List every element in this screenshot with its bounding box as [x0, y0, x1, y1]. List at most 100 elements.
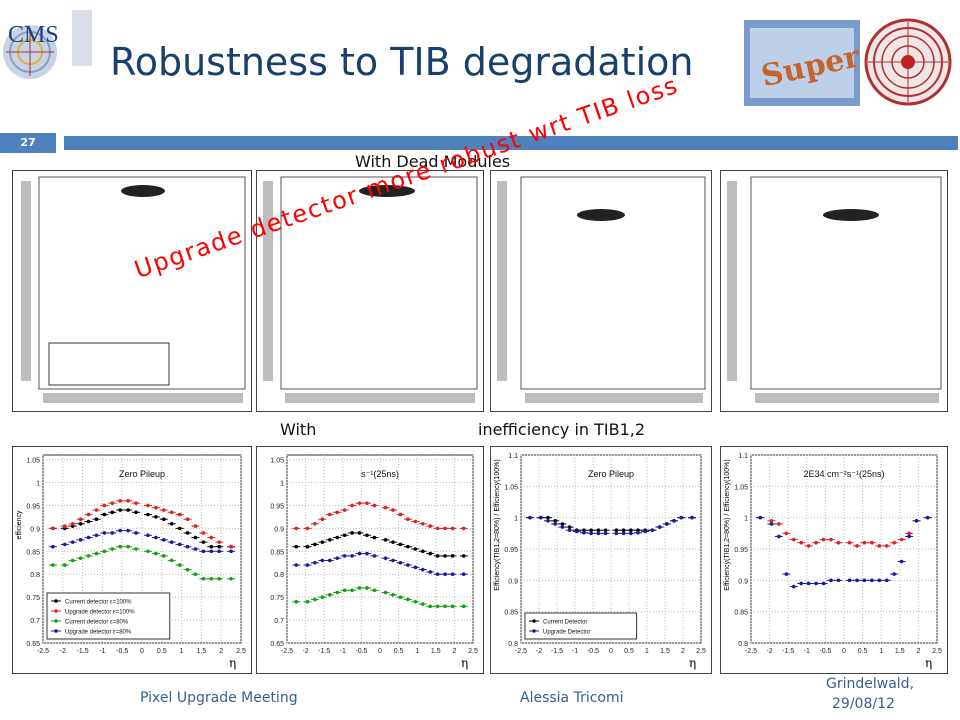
- data-point: [435, 526, 440, 531]
- data-point: [209, 577, 214, 581]
- data-point: [821, 537, 826, 542]
- data-point: [629, 528, 633, 532]
- x-tick-label: 0: [842, 648, 846, 655]
- data-point: [614, 531, 619, 536]
- y-tick-label: 0.7: [30, 618, 40, 625]
- data-point: [443, 526, 447, 531]
- y-tick-label: 1: [744, 516, 748, 523]
- legend-entry: Current Detector: [543, 620, 587, 626]
- data-point: [313, 521, 317, 526]
- legend-entry: Upgrade detector ε=100%: [65, 610, 135, 616]
- data-point: [821, 581, 826, 586]
- legend-marker-dot: [54, 619, 58, 623]
- data-point: [643, 529, 647, 534]
- x-tick-label: -0.5: [819, 648, 831, 655]
- data-point: [560, 522, 565, 526]
- top-plot-3: [490, 170, 712, 412]
- data-point: [126, 499, 130, 503]
- data-point: [154, 551, 158, 556]
- x-tick-label: -1.5: [77, 648, 89, 655]
- data-point: [435, 572, 440, 577]
- data-point: [806, 581, 811, 586]
- x-tick-label: -1: [804, 648, 810, 655]
- legend-marker-dot: [54, 609, 58, 613]
- data-point: [169, 540, 174, 544]
- y-tick-label: 0.95: [26, 503, 40, 510]
- data-point: [305, 599, 310, 604]
- x-tick-label: 2: [219, 648, 223, 655]
- data-point: [102, 512, 107, 517]
- data-point: [461, 572, 466, 577]
- y-tick-label: 0.75: [270, 595, 284, 602]
- data-point: [657, 525, 662, 529]
- data-point: [94, 533, 99, 538]
- x-tick-label: 2: [452, 648, 456, 655]
- data-point: [398, 512, 403, 517]
- bottom-section-label-start: With: [280, 420, 317, 439]
- data-point: [320, 540, 325, 544]
- header-bar: [64, 136, 958, 150]
- data-point: [51, 563, 55, 567]
- data-point: [110, 547, 115, 551]
- x-tick-label: -2.5: [515, 648, 527, 655]
- data-point: [546, 515, 550, 520]
- data-point: [836, 540, 841, 545]
- data-point: [862, 578, 867, 583]
- y-tick-label: 1.05: [504, 484, 518, 491]
- data-point: [784, 531, 789, 536]
- data-point: [413, 519, 418, 524]
- y-tick-label: 0.9: [274, 526, 284, 533]
- data-point: [185, 567, 190, 572]
- x-tick-label: 2.5: [696, 648, 706, 655]
- x-axis-label: η: [229, 656, 236, 670]
- x-tick-label: 0.5: [394, 648, 404, 655]
- data-point: [134, 510, 138, 515]
- x-axis-label: η: [689, 656, 696, 670]
- chart-ratio-high-pileup: 0.8 0.85 0.9 0.95 1 1.05 1.1 -2.5 -2 -1.5 -1 -0.5 0 0…: [720, 446, 948, 674]
- x-tick-label: 0: [609, 648, 613, 655]
- data-point: [94, 551, 99, 556]
- data-point: [305, 563, 310, 567]
- data-point: [86, 512, 91, 517]
- data-point: [443, 572, 447, 577]
- data-point: [350, 503, 354, 508]
- x-tick-label: 1.5: [660, 648, 670, 655]
- data-point: [335, 556, 340, 560]
- data-point: [365, 501, 369, 505]
- data-point: [193, 547, 198, 551]
- data-point: [603, 528, 608, 532]
- data-point: [201, 577, 206, 581]
- data-point: [357, 586, 362, 590]
- y-tick-label: 0.95: [504, 547, 518, 554]
- y-tick-label: 0.8: [508, 641, 518, 648]
- data-point: [146, 533, 150, 538]
- y-tick-label: 1: [280, 481, 284, 488]
- data-point: [829, 537, 833, 542]
- data-point: [758, 515, 763, 520]
- y-tick-label: 0.8: [30, 572, 40, 579]
- chart-title: Zero Pileup: [588, 469, 634, 479]
- y-tick-label: 1.05: [734, 484, 748, 491]
- data-point: [217, 544, 222, 549]
- data-point: [428, 570, 433, 574]
- data-point: [305, 526, 310, 531]
- data-point: [118, 499, 123, 503]
- data-point: [177, 526, 182, 531]
- data-point: [177, 512, 182, 517]
- data-point: [784, 572, 789, 576]
- data-point: [383, 556, 388, 560]
- x-tick-label: -0.5: [587, 648, 599, 655]
- data-point: [777, 522, 781, 526]
- y-tick-label: 0.7: [274, 618, 284, 625]
- data-point: [629, 531, 633, 536]
- y-tick-label: 1.1: [738, 453, 748, 460]
- data-point: [636, 530, 640, 535]
- data-point: [528, 515, 532, 520]
- data-point: [877, 544, 882, 548]
- data-point: [799, 540, 804, 545]
- data-point: [406, 517, 410, 521]
- y-tick-label: 1.05: [270, 458, 284, 465]
- data-point: [102, 503, 107, 508]
- data-point: [209, 544, 214, 549]
- top-plot-2: [256, 170, 484, 412]
